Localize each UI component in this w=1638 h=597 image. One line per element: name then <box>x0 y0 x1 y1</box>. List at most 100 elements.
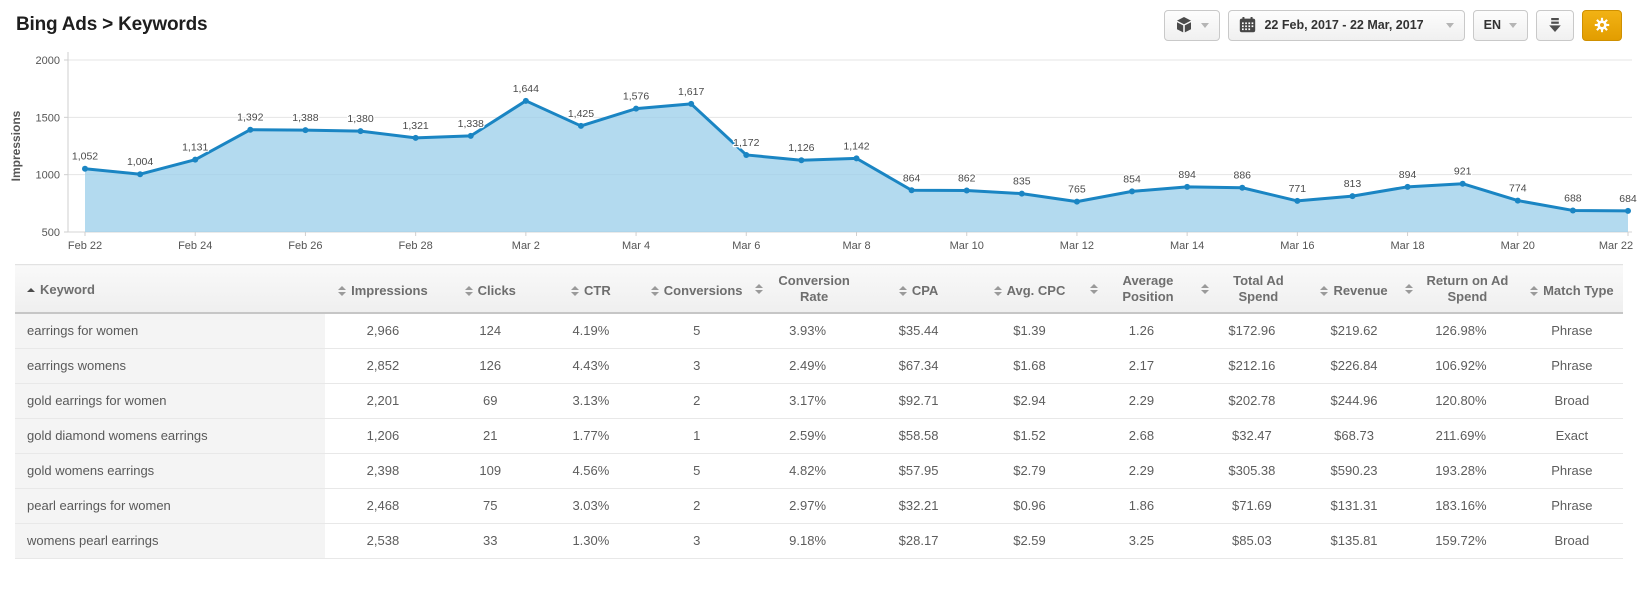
data-point[interactable] <box>1129 188 1136 195</box>
cell: 69 <box>441 383 540 419</box>
col-header-average-position[interactable]: Average Position <box>1086 264 1197 315</box>
data-point[interactable] <box>743 151 750 158</box>
sort-icon <box>464 286 473 297</box>
cell: $2.59 <box>972 523 1087 559</box>
data-point[interactable] <box>1404 183 1411 190</box>
data-point[interactable] <box>247 126 254 133</box>
cell: 126 <box>441 348 540 384</box>
cell: 3.17% <box>750 383 865 419</box>
keywords-table-wrap: Keyword Impressions Clicks CTR Conversions Co… <box>0 258 1638 559</box>
cell: 124 <box>441 313 540 349</box>
col-header-clicks[interactable]: Clicks <box>441 264 540 315</box>
area-fill <box>85 100 1628 232</box>
point-label: 1,172 <box>733 137 759 149</box>
chart-canvas[interactable]: 500 1000 1500 2000 Impressions Feb 22 Feb 24 Fe… <box>0 46 1638 258</box>
data-point[interactable] <box>192 156 199 163</box>
col-header-conversion-rate[interactable]: Conversion Rate <box>750 264 865 315</box>
table-row: pearl earrings for women 2,468 75 3.03% 2 2.9… <box>15 488 1623 524</box>
keyword-cell: gold womens earrings <box>15 453 325 489</box>
cell: $2.79 <box>972 453 1087 489</box>
cell: 4.56% <box>539 453 643 489</box>
col-header-ctr[interactable]: CTR <box>539 264 643 315</box>
col-header-return-on-ad-spend[interactable]: Return on Ad Spend <box>1401 264 1521 315</box>
data-point[interactable] <box>1514 197 1521 204</box>
sort-icon <box>650 286 659 297</box>
data-point[interactable] <box>412 134 419 141</box>
data-point[interactable] <box>908 187 915 194</box>
date-range-label: 22 Feb, 2017 - 22 Mar, 2017 <box>1264 18 1424 32</box>
point-label: 1,380 <box>347 113 373 125</box>
data-point[interactable] <box>1349 193 1356 200</box>
data-point[interactable] <box>633 105 640 112</box>
col-header-match-type[interactable]: Match Type <box>1520 264 1623 315</box>
sort-asc-icon <box>27 287 35 292</box>
x-tick-label: Mar 10 <box>950 240 984 252</box>
sort-icon <box>1200 283 1209 294</box>
col-header-label: Revenue <box>1333 283 1388 299</box>
data-point[interactable] <box>577 122 584 129</box>
cell: $172.96 <box>1196 313 1308 349</box>
cell: 1.77% <box>539 418 643 454</box>
cell: 211.69% <box>1401 418 1521 454</box>
cell: 2.97% <box>750 488 865 524</box>
data-point[interactable] <box>1018 190 1025 197</box>
sort-icon <box>571 286 580 297</box>
data-point[interactable] <box>798 157 805 164</box>
col-header-total-ad-spend[interactable]: Total Ad Spend <box>1196 264 1308 315</box>
cell: $71.69 <box>1196 488 1308 524</box>
col-header-cpa[interactable]: CPA <box>864 264 973 315</box>
page-title: Bing Ads > Keywords <box>16 14 208 35</box>
cell: $1.68 <box>972 348 1087 384</box>
cell: Broad <box>1520 383 1623 419</box>
col-header-label: CTR <box>584 283 611 299</box>
col-header-label: Avg. CPC <box>1006 283 1066 299</box>
cell: Phrase <box>1520 453 1623 489</box>
settings-button[interactable] <box>1582 9 1622 41</box>
sort-icon <box>1090 283 1099 294</box>
data-point[interactable] <box>522 97 529 104</box>
date-range-picker[interactable]: 22 Feb, 2017 - 22 Mar, 2017 <box>1228 9 1465 41</box>
col-header-label: Conversions <box>663 283 743 299</box>
cell: $1.39 <box>972 313 1087 349</box>
impressions-area-chart[interactable]: 500 1000 1500 2000 Impressions Feb 22 Feb 24 Fe… <box>0 46 1638 258</box>
cell: 1 <box>642 418 751 454</box>
cell: 2 <box>642 383 751 419</box>
download-button[interactable] <box>1536 9 1574 41</box>
x-tick-label: Mar 16 <box>1280 240 1314 252</box>
point-label: 1,131 <box>182 142 208 154</box>
data-point[interactable] <box>1625 207 1631 214</box>
cell: 21 <box>441 418 540 454</box>
point-label: 1,576 <box>623 91 649 103</box>
data-point[interactable] <box>467 132 474 139</box>
cell: 3 <box>642 348 751 384</box>
cell: 2,852 <box>324 348 442 384</box>
data-point[interactable] <box>1569 207 1576 214</box>
point-label: 864 <box>903 172 921 184</box>
download-icon <box>1547 17 1563 33</box>
sort-icon <box>898 286 907 297</box>
data-point[interactable] <box>963 187 970 194</box>
keyword-cell: earrings womens <box>15 348 325 384</box>
data-point[interactable] <box>853 155 860 162</box>
data-point[interactable] <box>302 127 309 134</box>
col-header-revenue[interactable]: Revenue <box>1307 264 1401 315</box>
col-header-avg-cpc[interactable]: Avg. CPC <box>972 264 1087 315</box>
data-point[interactable] <box>137 171 144 178</box>
data-point[interactable] <box>82 165 88 172</box>
col-header-conversions[interactable]: Conversions <box>642 264 751 315</box>
x-tick-label: Mar 8 <box>842 240 870 252</box>
language-selector-button[interactable]: EN <box>1472 9 1528 41</box>
data-point[interactable] <box>1184 183 1191 190</box>
col-header-impressions[interactable]: Impressions <box>324 264 442 315</box>
data-point[interactable] <box>1239 184 1246 191</box>
data-point[interactable] <box>1459 180 1466 187</box>
data-point[interactable] <box>357 128 364 135</box>
data-point[interactable] <box>688 100 695 107</box>
data-point[interactable] <box>1294 197 1301 204</box>
cell: 9.18% <box>750 523 865 559</box>
cell: 2,201 <box>324 383 442 419</box>
col-header-keyword[interactable]: Keyword <box>15 264 325 315</box>
data-point[interactable] <box>1073 198 1080 205</box>
table-row: gold earrings for women 2,201 69 3.13% 2 3.17… <box>15 383 1623 419</box>
product-selector-button[interactable] <box>1164 9 1221 41</box>
